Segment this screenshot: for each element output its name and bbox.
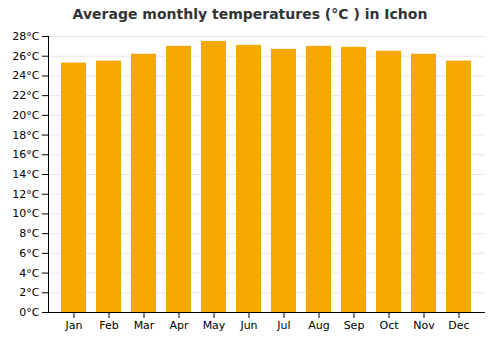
svg-text:Jan: Jan	[65, 319, 83, 332]
svg-text:Feb: Feb	[99, 319, 118, 332]
svg-text:Apr: Apr	[169, 319, 189, 332]
svg-text:May: May	[203, 319, 226, 332]
svg-text:4°C: 4°C	[19, 267, 39, 280]
svg-text:28°C: 28°C	[12, 30, 39, 43]
svg-text:18°C: 18°C	[12, 129, 39, 142]
svg-text:2°C: 2°C	[19, 286, 39, 299]
html-text:Average monthly temperatures (: Average monthly temperatures (°C ) in Ic…	[72, 6, 428, 22]
svg-text:20°C: 20°C	[12, 109, 39, 122]
svg-text:26°C: 26°C	[12, 50, 39, 63]
svg-text:0°C: 0°C	[19, 306, 39, 319]
svg-text:22°C: 22°C	[12, 89, 39, 102]
svg-text:16°C: 16°C	[12, 148, 39, 161]
svg-text:10°C: 10°C	[12, 207, 39, 220]
svg-text:Oct: Oct	[379, 319, 399, 332]
svg-text:Nov: Nov	[413, 319, 435, 332]
svg-text:Mar: Mar	[134, 319, 155, 332]
svg-text:12°C: 12°C	[12, 188, 39, 201]
svg-text:24°C: 24°C	[12, 69, 39, 82]
svg-text:Sep: Sep	[344, 319, 365, 332]
svg-text:Aug: Aug	[308, 319, 329, 332]
svg-text:8°C: 8°C	[19, 227, 39, 240]
svg-text:Jul: Jul	[276, 319, 290, 332]
svg-text:Dec: Dec	[448, 319, 469, 332]
svg-text:6°C: 6°C	[19, 247, 39, 260]
svg-text:Jun: Jun	[239, 319, 257, 332]
svg-text:14°C: 14°C	[12, 168, 39, 181]
